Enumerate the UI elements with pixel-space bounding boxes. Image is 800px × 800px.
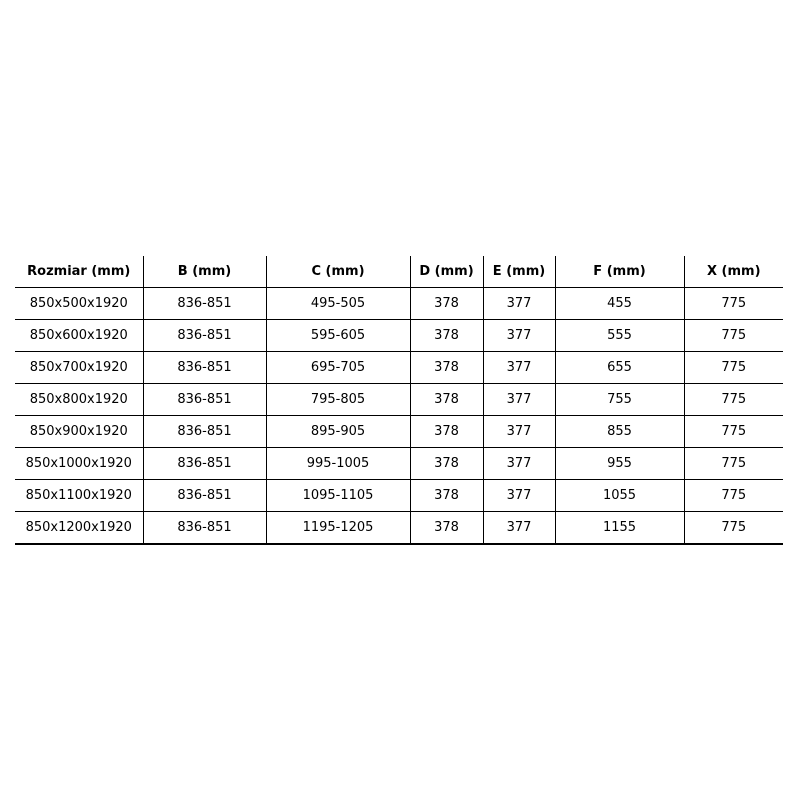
table-cell: 775 <box>683 351 783 384</box>
table-cell: 378 <box>409 319 483 352</box>
table-row: 850x1100x1920 836-851 1095-1105 378 377 1055 7… <box>15 479 783 512</box>
table-cell: 1195-1205 <box>265 511 410 545</box>
table-cell: 378 <box>409 383 483 416</box>
table-cell: 850x500x1920 <box>15 287 143 320</box>
table-cell: 775 <box>683 447 783 480</box>
table-cell: 378 <box>409 511 483 545</box>
table-cell: 377 <box>482 351 555 384</box>
table-cell: 855 <box>554 415 684 448</box>
table-cell: 836-851 <box>142 447 266 480</box>
table-row: 850x1000x1920 836-851 995-1005 378 377 955 775 <box>15 447 783 480</box>
table-cell: 836-851 <box>142 479 266 512</box>
column-header: D (mm) <box>409 256 483 288</box>
table-cell: 850x700x1920 <box>15 351 143 384</box>
column-header: C (mm) <box>265 256 410 288</box>
table-cell: 850x900x1920 <box>15 415 143 448</box>
header-row: Rozmiar (mm) B (mm) C (mm) D (mm) E (mm) F (m… <box>15 256 783 288</box>
table-row: 850x600x1920 836-851 595-605 378 377 555 775 <box>15 319 783 352</box>
table-cell: 836-851 <box>142 319 266 352</box>
table-cell: 655 <box>554 351 684 384</box>
table-cell: 377 <box>482 287 555 320</box>
column-header: E (mm) <box>482 256 555 288</box>
table-cell: 850x1100x1920 <box>15 479 143 512</box>
table-cell: 836-851 <box>142 511 266 545</box>
table-cell: 555 <box>554 319 684 352</box>
dimensions-table: Rozmiar (mm) B (mm) C (mm) D (mm) E (mm) F (m… <box>15 256 783 545</box>
table-cell: 836-851 <box>142 351 266 384</box>
table-cell: 455 <box>554 287 684 320</box>
column-header: Rozmiar (mm) <box>15 256 143 288</box>
table-cell: 495-505 <box>265 287 410 320</box>
table-cell: 377 <box>482 447 555 480</box>
table-cell: 377 <box>482 383 555 416</box>
table-cell: 695-705 <box>265 351 410 384</box>
column-header: F (mm) <box>554 256 684 288</box>
table-row: 850x900x1920 836-851 895-905 378 377 855 775 <box>15 415 783 448</box>
table-cell: 1055 <box>554 479 684 512</box>
table-cell: 995-1005 <box>265 447 410 480</box>
table-cell: 775 <box>683 319 783 352</box>
table-cell: 377 <box>482 415 555 448</box>
table-cell: 795-805 <box>265 383 410 416</box>
table-cell: 850x1200x1920 <box>15 511 143 545</box>
table-cell: 378 <box>409 447 483 480</box>
table-cell: 955 <box>554 447 684 480</box>
table-row: 850x800x1920 836-851 795-805 378 377 755 775 <box>15 383 783 416</box>
table-cell: 378 <box>409 351 483 384</box>
table-cell: 775 <box>683 287 783 320</box>
table-cell: 895-905 <box>265 415 410 448</box>
table-cell: 775 <box>683 383 783 416</box>
table-cell: 836-851 <box>142 415 266 448</box>
table-cell: 850x600x1920 <box>15 319 143 352</box>
table-cell: 775 <box>683 511 783 545</box>
column-header: X (mm) <box>683 256 783 288</box>
table-cell: 378 <box>409 287 483 320</box>
table-row: 850x500x1920 836-851 495-505 378 377 455 775 <box>15 287 783 320</box>
table-cell: 378 <box>409 479 483 512</box>
table-cell: 755 <box>554 383 684 416</box>
table-cell: 850x800x1920 <box>15 383 143 416</box>
table-cell: 1155 <box>554 511 684 545</box>
table-row: 850x700x1920 836-851 695-705 378 377 655 775 <box>15 351 783 384</box>
table-cell: 595-605 <box>265 319 410 352</box>
table-cell: 775 <box>683 479 783 512</box>
table-cell: 836-851 <box>142 383 266 416</box>
table-cell: 1095-1105 <box>265 479 410 512</box>
table-cell: 377 <box>482 511 555 545</box>
table-cell: 850x1000x1920 <box>15 447 143 480</box>
column-header: B (mm) <box>142 256 266 288</box>
table-cell: 378 <box>409 415 483 448</box>
table-row: 850x1200x1920 836-851 1195-1205 378 377 1155 7… <box>15 511 783 545</box>
table-cell: 377 <box>482 319 555 352</box>
table-cell: 836-851 <box>142 287 266 320</box>
table-cell: 775 <box>683 415 783 448</box>
table-cell: 377 <box>482 479 555 512</box>
